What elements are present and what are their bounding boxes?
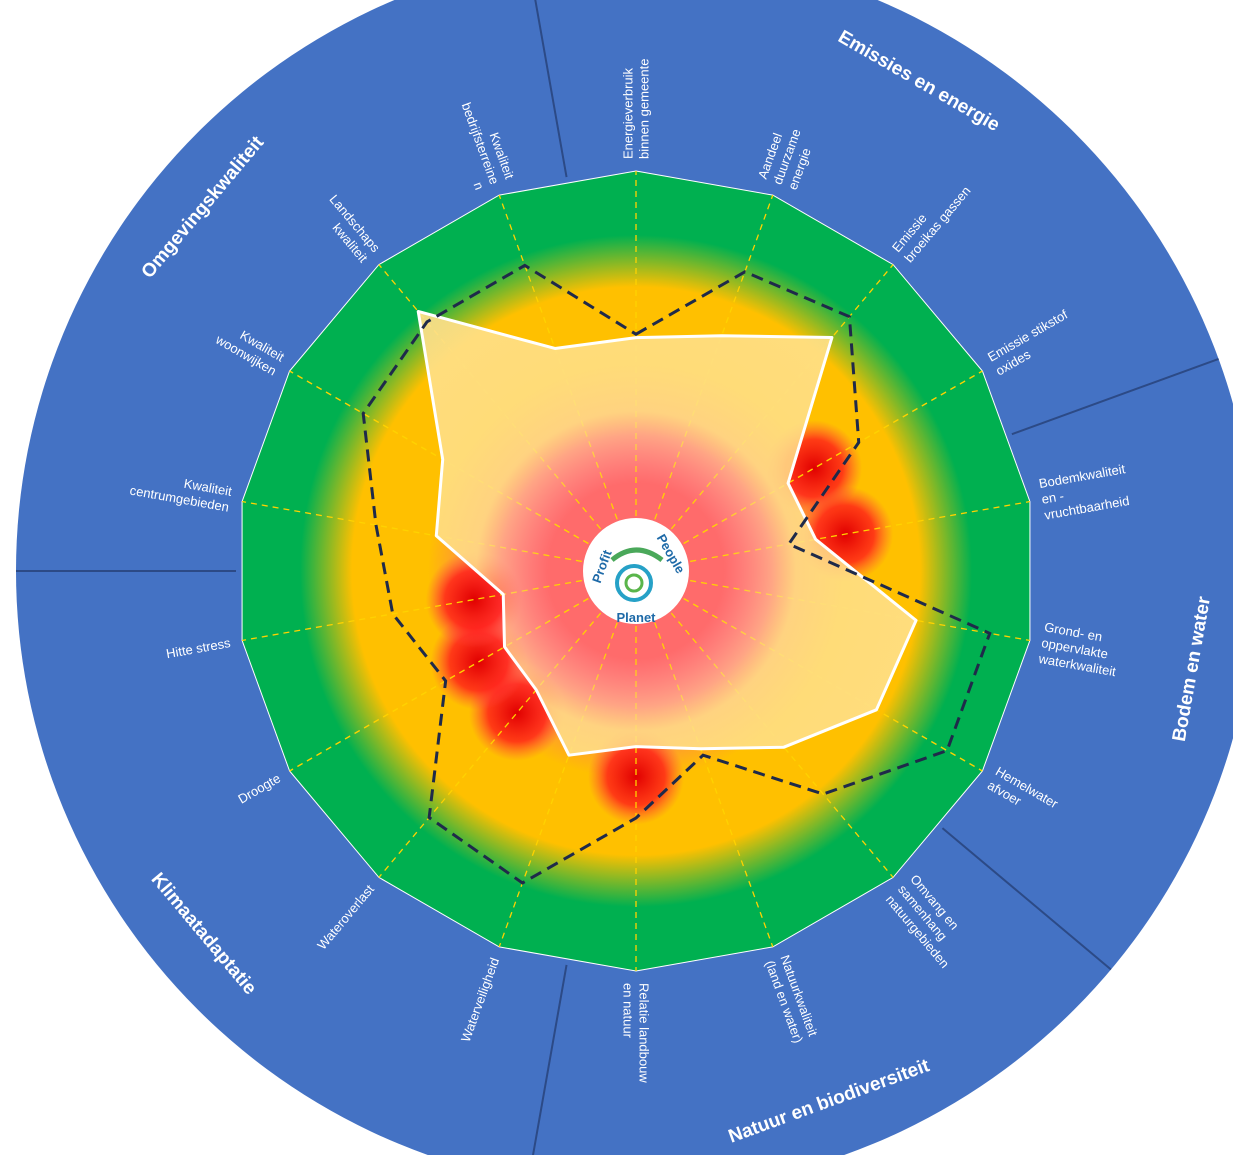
category-dividers — [16, 0, 1219, 1155]
centre-logo: Profit People Planet — [583, 518, 689, 625]
category-divider — [941, 827, 1112, 971]
axis-label: Relatie landbouwen natuur — [621, 983, 652, 1083]
series-dashed-line — [361, 263, 992, 885]
logo-leaf-icon — [610, 547, 664, 563]
category-divider — [1011, 358, 1219, 436]
logo-circle — [583, 518, 689, 624]
axis-label: Energieverbruikbinnen gemeente — [621, 59, 652, 159]
logo-word-planet: Planet — [616, 610, 656, 625]
logo-swirl-inner-icon — [624, 573, 644, 593]
category-divider — [532, 964, 568, 1155]
category-divider — [534, 0, 568, 178]
logo-swirl-icon — [615, 564, 653, 602]
score-hotspot — [588, 728, 684, 825]
